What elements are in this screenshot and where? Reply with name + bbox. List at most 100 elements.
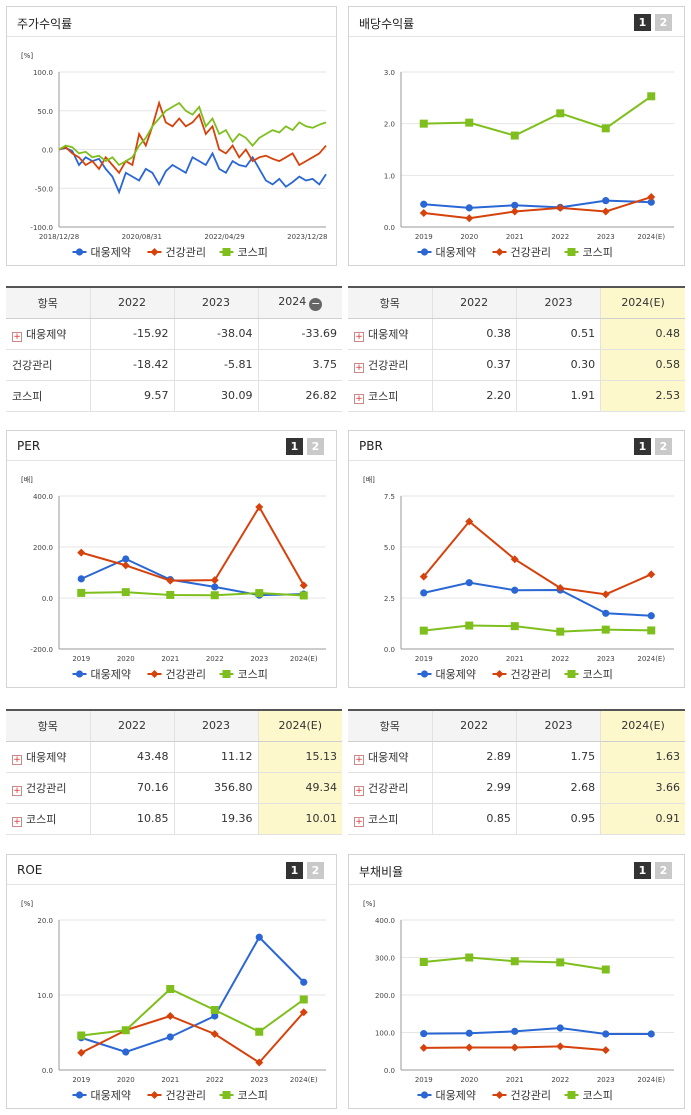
y-tick-label: 0.0 — [42, 595, 53, 603]
legend-marker — [75, 248, 84, 256]
x-tick-label: 2019 — [415, 1076, 433, 1084]
legend-label: 건강관리 — [511, 668, 551, 681]
expand-icon[interactable]: + — [354, 393, 364, 404]
expand-icon[interactable]: + — [354, 816, 364, 827]
series-1 — [77, 1008, 308, 1067]
view-1-button[interactable]: 1 — [634, 862, 651, 879]
expand-icon[interactable]: + — [12, 754, 22, 765]
view-2-button[interactable]: 2 — [307, 438, 324, 455]
panel-title: 배당수익률 — [359, 17, 415, 31]
data-point — [419, 572, 428, 581]
data-point — [255, 933, 263, 941]
legend: 대웅제약 건강관리 코스피 — [417, 245, 613, 259]
series-1 — [419, 193, 656, 223]
expand-icon[interactable]: + — [12, 331, 22, 342]
view-2-button[interactable]: 2 — [655, 862, 672, 879]
series-line — [81, 591, 304, 597]
per-chart: [배] 400.0 200.0 0.0 -200.0 2019 2020 2021 2022 20… — [21, 475, 326, 681]
view-1-button[interactable]: 1 — [286, 438, 303, 455]
expand-icon[interactable]: + — [354, 785, 364, 796]
data-point — [510, 131, 519, 140]
table-row: + 코스피 2.20 1.91 2.53 — [348, 380, 685, 412]
view-1-button[interactable]: 1 — [634, 438, 651, 455]
table-header: 2023 — [173, 709, 258, 742]
data-point — [556, 627, 565, 636]
dividend-yield-chart: 3.0 2.0 1.0 0.0 2019 2020 2021 2022 2023 2024(E) 대… — [384, 69, 674, 259]
data-point — [556, 1024, 564, 1032]
legend-label: 건강관리 — [166, 1089, 206, 1102]
legend: 대웅제약 건강관리 코스피 — [417, 1088, 613, 1102]
data-point — [465, 118, 474, 127]
expand-icon[interactable]: + — [12, 785, 22, 796]
series-2 — [77, 588, 308, 600]
x-tick-label: 2024(E) — [290, 655, 318, 663]
expand-icon[interactable]: + — [354, 362, 364, 373]
table-row: 코스피 9.57 30.09 26.82 — [6, 380, 342, 412]
series-line — [58, 100, 327, 175]
legend-marker — [75, 670, 84, 678]
x-tick-label: 2019 — [415, 233, 433, 241]
series-line — [58, 101, 327, 167]
data-point — [122, 1048, 130, 1056]
row-label: + 코스피 — [348, 803, 432, 835]
x-tick-label: 2024(E) — [637, 233, 665, 241]
stock-return-table: 항목 2022 2023 2024− + 대웅제약 -15.92 -38.04 -33.69 건강… — [6, 286, 342, 412]
legend-label: 건강관리 — [166, 246, 206, 259]
data-point — [556, 203, 565, 212]
x-tick-label: 2020 — [460, 233, 478, 241]
data-point — [647, 570, 656, 579]
table-header: 항목 — [6, 709, 90, 742]
x-tick-label: 2021 — [506, 233, 524, 241]
data-point — [166, 590, 175, 599]
table-row: + 건강관리 2.99 2.68 3.66 — [348, 772, 685, 804]
view-1-button[interactable]: 1 — [286, 862, 303, 879]
data-point — [602, 609, 610, 617]
data-point — [556, 109, 565, 118]
expand-icon[interactable]: + — [354, 754, 364, 765]
row-name: 대웅제약 — [368, 750, 409, 764]
data-point — [647, 1030, 655, 1038]
legend-marker — [75, 1091, 84, 1099]
table-cell: 19.36 — [173, 803, 258, 835]
view-1-button[interactable]: 1 — [634, 14, 651, 31]
row-name: 대웅제약 — [26, 750, 67, 764]
data-point — [510, 555, 519, 564]
panel-title: 주가수익률 — [17, 17, 73, 31]
view-2-button[interactable]: 2 — [655, 438, 672, 455]
view-2-button[interactable]: 2 — [655, 14, 672, 31]
table-cell: 2.53 — [600, 380, 685, 412]
table-header: 2022 — [89, 286, 174, 319]
series-line — [80, 505, 305, 586]
y-tick-label: 0.0 — [384, 1067, 395, 1075]
expand-icon[interactable]: + — [12, 816, 22, 827]
legend-label: 코스피 — [238, 246, 268, 259]
expand-icon[interactable]: + — [354, 331, 364, 342]
debt-ratio-chart: [%] 400.0 300.0 200.0 100.0 0.0 2019 2020 2021 20… — [363, 900, 674, 1102]
data-point — [299, 995, 308, 1004]
collapse-icon[interactable]: − — [309, 296, 323, 311]
unit-label: [%] — [21, 900, 33, 908]
data-point — [602, 1030, 610, 1038]
table-cell: 1.75 — [515, 741, 601, 773]
y-tick-label: 10.0 — [37, 992, 53, 1000]
view-2-button[interactable]: 2 — [307, 862, 324, 879]
x-tick-label: 2018/12/28 — [39, 233, 79, 241]
data-point — [465, 204, 473, 212]
data-point — [465, 953, 474, 962]
data-point — [210, 576, 219, 585]
table-header: 항목 — [348, 709, 432, 742]
row-label: 건강관리 — [6, 349, 90, 381]
data-point — [647, 193, 656, 202]
table-cell: 0.85 — [431, 803, 517, 835]
x-tick-label: 2023 — [250, 1076, 268, 1084]
series-2 — [419, 953, 610, 974]
y-tick-label: 0.0 — [42, 1067, 53, 1075]
table-cell: -18.42 — [89, 349, 174, 381]
panel-title: PBR — [359, 439, 383, 453]
y-tick-label: 2.0 — [384, 121, 395, 129]
data-point — [420, 200, 428, 208]
